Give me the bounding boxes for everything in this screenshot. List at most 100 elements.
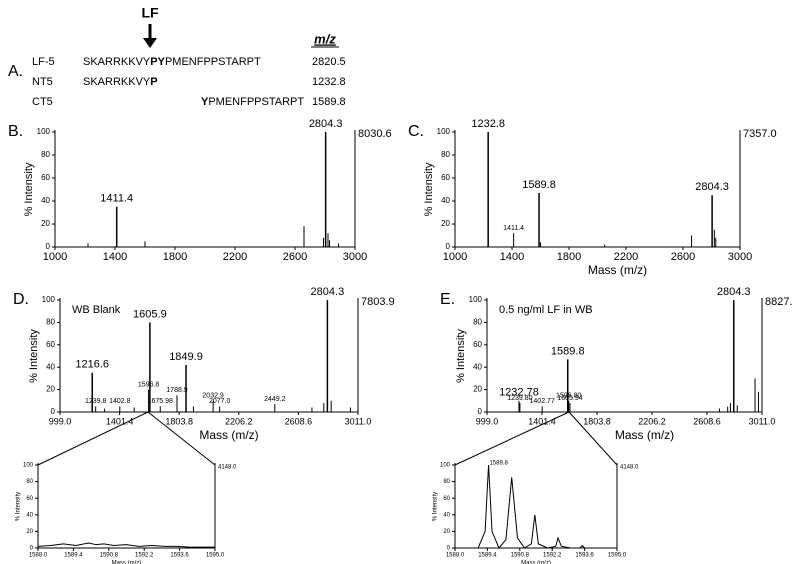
x-tick-label: 1401.4 bbox=[106, 416, 134, 426]
peptide-name: LF-5 bbox=[32, 56, 55, 68]
y-tick-label: 0 bbox=[51, 407, 56, 416]
x-tick-label: 1589.4 bbox=[478, 553, 497, 559]
y-tick-label: 20 bbox=[41, 219, 50, 228]
x-tick-label: 1590.8 bbox=[511, 553, 530, 559]
peak-label: 1589.8 bbox=[522, 179, 556, 191]
x-tick-label: 2608.6 bbox=[285, 416, 313, 426]
peak-label: 1411.4 bbox=[503, 225, 524, 232]
y-tick-label: 80 bbox=[41, 150, 50, 159]
peak-label: 2804.3 bbox=[311, 286, 345, 298]
y-axis-label: % Intensity bbox=[28, 329, 40, 383]
y-tick-label: 20 bbox=[441, 219, 450, 228]
x-tick-label: 1595.0 bbox=[206, 553, 225, 559]
x-tick-label: 2600 bbox=[283, 251, 307, 263]
y-tick-label: 0 bbox=[30, 546, 34, 552]
panel-label: E. bbox=[440, 291, 455, 308]
max-intensity: 7357.0 bbox=[743, 128, 777, 140]
x-tick-label: 1588.0 bbox=[446, 553, 465, 559]
sequence-segment: PMENFPPSTARPT bbox=[208, 96, 304, 108]
peak-label: 2449.2 bbox=[264, 396, 286, 403]
peak-label: 1596.8 bbox=[138, 381, 160, 388]
x-tick-label: 2200 bbox=[223, 251, 247, 263]
y-tick-label: 20 bbox=[473, 385, 482, 394]
x-tick-label: 1803.8 bbox=[583, 416, 611, 426]
zoom-line bbox=[568, 411, 618, 466]
peak-label: 1402.77 bbox=[530, 398, 555, 405]
x-tick-label: 1000 bbox=[443, 251, 467, 263]
peak-label: 2032.9 bbox=[202, 393, 224, 400]
y-tick-label: 60 bbox=[443, 496, 450, 502]
peptide-sequence: SKARRKKVYP bbox=[83, 76, 158, 88]
panel-label: D. bbox=[13, 291, 29, 308]
cleavage-arrowhead bbox=[143, 38, 157, 48]
x-tick-label: 1400 bbox=[500, 251, 524, 263]
y-tick-label: 40 bbox=[26, 512, 33, 518]
panel-label: A. bbox=[8, 63, 23, 80]
column-header: m/z bbox=[314, 31, 336, 46]
x-tick-label: 2206.2 bbox=[638, 416, 666, 426]
y-tick-label: 100 bbox=[42, 295, 56, 304]
sequence-segment: P bbox=[150, 76, 157, 88]
panel-label: C. bbox=[408, 123, 424, 140]
x-tick-label: 1593.6 bbox=[575, 553, 594, 559]
max-intensity: 4148.0 bbox=[218, 465, 237, 471]
peptide-mz: 1232.8 bbox=[312, 76, 346, 88]
peak-label: 1596.80 bbox=[556, 393, 581, 400]
y-tick-label: 80 bbox=[441, 150, 450, 159]
cleavage-label: LF bbox=[141, 5, 159, 21]
max-intensity: 8030.6 bbox=[358, 128, 392, 140]
x-tick-label: 1592.2 bbox=[135, 553, 154, 559]
peptide-mz: 1589.8 bbox=[312, 96, 346, 108]
peptide-sequence: YPMENFPPSTARPT bbox=[201, 96, 304, 108]
sequence-segment: Y bbox=[201, 96, 209, 108]
y-tick-label: 100 bbox=[23, 463, 34, 469]
x-tick-label: 2206.2 bbox=[225, 416, 253, 426]
x-tick-label: 2200 bbox=[614, 251, 638, 263]
zoom-line bbox=[37, 411, 149, 466]
x-tick-label: 1803.8 bbox=[165, 416, 193, 426]
x-tick-label: 1589.4 bbox=[64, 553, 83, 559]
max-intensity: 7803.9 bbox=[361, 296, 395, 308]
x-tick-label: 1400 bbox=[103, 251, 127, 263]
spectrum-line bbox=[455, 464, 617, 549]
x-tick-label: 3000 bbox=[343, 251, 367, 263]
sequence-segment: PMENFPPSTARPT bbox=[165, 56, 261, 68]
peak-label: 2804.3 bbox=[309, 118, 343, 130]
y-tick-label: 80 bbox=[473, 318, 482, 327]
peak-label: 2077.0 bbox=[209, 398, 231, 405]
panel-label: B. bbox=[8, 123, 23, 140]
y-tick-label: 0 bbox=[478, 407, 483, 416]
x-tick-label: 999.0 bbox=[476, 416, 499, 426]
y-tick-label: 60 bbox=[441, 173, 450, 182]
y-tick-label: 20 bbox=[46, 385, 55, 394]
y-tick-label: 100 bbox=[440, 463, 451, 469]
zoom-line bbox=[147, 411, 216, 466]
annotation: WB Blank bbox=[72, 304, 121, 316]
peak-label: 1232.78 bbox=[499, 387, 539, 399]
x-axis-label: Mass (m/z) bbox=[615, 428, 674, 442]
y-tick-label: 0 bbox=[447, 546, 451, 552]
y-tick-label: 60 bbox=[26, 496, 33, 502]
peptide-sequence: SKARRKKVYPYPMENFPPSTARPT bbox=[83, 56, 261, 68]
peak-label: 1589.8 bbox=[551, 345, 585, 357]
peak-label: 1216.6 bbox=[75, 359, 109, 371]
x-tick-label: 1401.4 bbox=[528, 416, 556, 426]
x-tick-label: 3011.0 bbox=[345, 416, 372, 426]
y-axis-label: % Intensity bbox=[23, 162, 35, 216]
y-tick-label: 40 bbox=[443, 512, 450, 518]
y-tick-label: 80 bbox=[26, 479, 33, 485]
x-tick-label: 1595.0 bbox=[608, 553, 627, 559]
x-tick-label: 1800 bbox=[557, 251, 581, 263]
annotation: 0.5 ng/ml LF in WB bbox=[499, 304, 593, 316]
spectrum-line bbox=[37, 542, 215, 548]
y-tick-label: 0 bbox=[446, 242, 451, 251]
y-axis-label: % Intensity bbox=[16, 492, 22, 521]
x-tick-label: 1000 bbox=[43, 251, 67, 263]
x-tick-label: 1592.2 bbox=[543, 553, 562, 559]
x-tick-label: 2608.6 bbox=[693, 416, 721, 426]
peak-label: 1239.8 bbox=[85, 398, 107, 405]
peak-label: 1849.9 bbox=[169, 351, 203, 363]
y-tick-label: 40 bbox=[441, 196, 450, 205]
